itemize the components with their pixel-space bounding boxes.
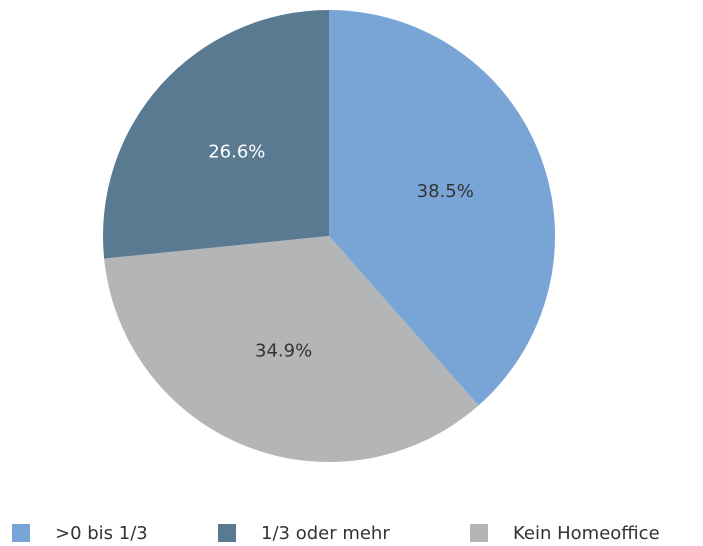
legend-label: >0 bis 1/3 — [55, 523, 148, 544]
pie-slice — [102, 10, 329, 259]
pie-slice — [104, 236, 479, 463]
legend-label: Kein Homeoffice — [513, 523, 660, 544]
legend-label: 1/3 oder mehr — [261, 523, 390, 544]
legend-swatch — [470, 524, 488, 542]
legend-swatch — [12, 524, 30, 542]
data-label: 34.9% — [255, 341, 312, 362]
legend-swatch — [218, 524, 236, 542]
pie-slice — [329, 10, 556, 406]
data-label: 38.5% — [417, 181, 474, 202]
data-label: 26.6% — [208, 142, 265, 163]
